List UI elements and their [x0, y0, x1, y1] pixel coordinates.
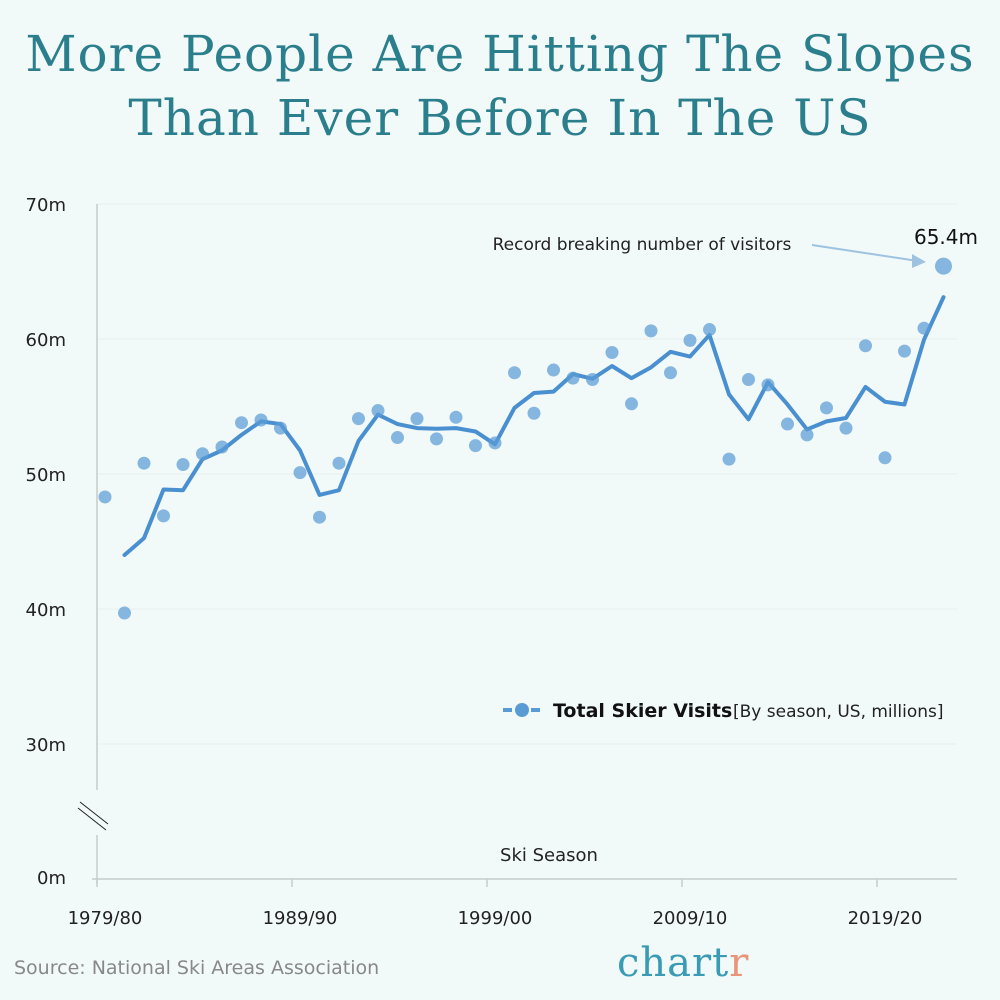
data-point [410, 412, 424, 426]
data-point [508, 366, 521, 380]
data-point [137, 456, 151, 470]
data-point [800, 428, 814, 442]
chartr-logo: chartr [617, 940, 750, 986]
x-tick-label: 1979/80 [68, 908, 143, 929]
data-point [391, 431, 404, 445]
data-point [293, 466, 307, 480]
data-point [742, 373, 755, 386]
x-tick-label: 2009/10 [653, 908, 728, 929]
legend-series-name: Total Skier Visits [553, 700, 732, 722]
data-point [332, 456, 346, 470]
y-tick-label: 70m [26, 195, 66, 216]
data-point [469, 439, 482, 453]
data-point [157, 509, 170, 523]
data-point [781, 417, 794, 431]
data-point [566, 371, 580, 385]
data-point [547, 363, 560, 377]
data-point [703, 323, 716, 337]
data-point [449, 410, 463, 424]
chart-title: More People Are Hitting The Slopes Than … [25, 25, 975, 147]
data-point [935, 257, 952, 275]
x-tick-label: 2019/20 [848, 908, 923, 929]
data-point [683, 333, 697, 347]
x-axis-title: Ski Season [500, 845, 598, 866]
data-point [625, 397, 638, 411]
record-value-label: 65.4m [914, 225, 978, 249]
data-point [488, 436, 502, 450]
data-point [118, 606, 131, 620]
data-point [664, 366, 677, 380]
data-point [761, 378, 775, 392]
data-point [839, 421, 853, 435]
data-point [235, 416, 248, 430]
y-tick-label: 40m [26, 600, 66, 621]
annotation-arrow [811, 244, 919, 262]
data-point [98, 490, 112, 504]
data-point [586, 373, 599, 386]
data-point [430, 432, 443, 446]
data-point [859, 339, 872, 353]
axis-break-mark [79, 801, 109, 825]
y-tick-label: 60m [26, 330, 66, 351]
data-point [820, 401, 833, 415]
axis-break-mark [77, 807, 107, 831]
data-point [527, 406, 541, 420]
data-point [644, 324, 658, 338]
data-point [352, 412, 365, 426]
x-tick-label: 1989/90 [263, 908, 338, 929]
x-tick-label: 1999/00 [458, 908, 533, 929]
moving-average-line [122, 295, 946, 557]
data-point [176, 458, 190, 472]
data-point [371, 404, 385, 418]
data-point [215, 440, 229, 454]
data-point [722, 452, 736, 466]
data-point [898, 344, 911, 358]
y-tick-label: 0m [37, 868, 66, 889]
y-tick-label: 50m [26, 465, 66, 486]
legend-dot-icon [515, 703, 529, 717]
annotation-text: Record breaking number of visitors [493, 235, 792, 255]
data-point [274, 421, 287, 435]
y-tick-label: 30m [26, 735, 66, 756]
data-point [196, 447, 209, 461]
data-point [917, 321, 931, 335]
data-point [313, 510, 326, 524]
data-point [878, 451, 892, 465]
legend-note: [By season, US, millions] [733, 702, 944, 722]
annotation-arrowhead [912, 254, 926, 268]
source-note: Source: National Ski Areas Association [14, 957, 380, 979]
data-point [605, 346, 619, 359]
data-point [254, 413, 268, 427]
